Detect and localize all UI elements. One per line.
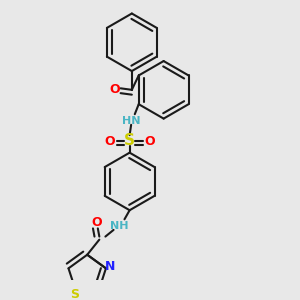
Text: S: S — [70, 288, 79, 300]
Text: HN: HN — [122, 116, 140, 126]
Text: S: S — [124, 133, 135, 148]
Text: O: O — [105, 135, 115, 148]
Text: O: O — [144, 135, 154, 148]
Text: NH: NH — [110, 221, 128, 231]
Text: O: O — [91, 216, 102, 230]
Text: O: O — [110, 83, 121, 96]
Text: N: N — [105, 260, 116, 273]
